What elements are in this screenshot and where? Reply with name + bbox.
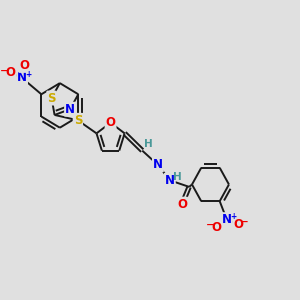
Text: +: + (25, 70, 32, 79)
Text: H: H (173, 172, 182, 182)
Text: S: S (47, 92, 56, 105)
Text: +: + (230, 212, 236, 220)
Text: S: S (74, 114, 82, 127)
Text: −: − (0, 66, 8, 76)
Text: O: O (106, 116, 116, 129)
Text: N: N (153, 158, 163, 171)
Text: N: N (65, 103, 75, 116)
Text: O: O (5, 66, 15, 79)
Text: N: N (222, 213, 232, 226)
Text: O: O (233, 218, 243, 231)
Text: N: N (165, 174, 175, 187)
Text: −: − (206, 220, 214, 230)
Text: O: O (177, 198, 187, 211)
Text: −: − (240, 217, 249, 227)
Text: O: O (19, 59, 29, 72)
Text: O: O (211, 220, 221, 234)
Text: N: N (17, 71, 27, 84)
Text: H: H (144, 139, 153, 149)
